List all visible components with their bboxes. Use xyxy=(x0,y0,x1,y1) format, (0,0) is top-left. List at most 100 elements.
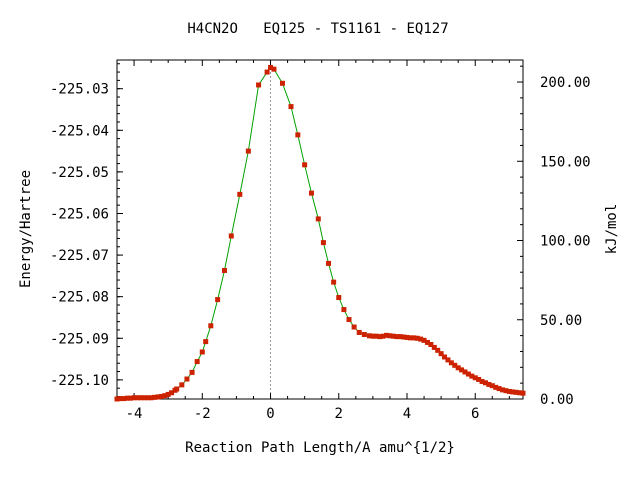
data-point xyxy=(486,381,492,387)
data-point xyxy=(482,380,488,386)
data-point xyxy=(194,359,200,365)
x-tick-label: 6 xyxy=(471,406,479,422)
data-point xyxy=(189,369,195,375)
data-point xyxy=(288,104,294,110)
data-point xyxy=(445,357,451,363)
data-point xyxy=(373,333,379,339)
data-point xyxy=(117,396,123,402)
data-point xyxy=(387,333,393,339)
data-point xyxy=(268,64,274,70)
data-point xyxy=(489,383,495,389)
data-point xyxy=(397,334,403,340)
data-point xyxy=(162,393,168,399)
data-point xyxy=(264,69,270,75)
data-point xyxy=(442,354,448,360)
data-point xyxy=(418,336,424,342)
x-tick-label: 2 xyxy=(335,406,343,422)
data-point xyxy=(469,373,475,379)
data-point xyxy=(341,307,347,313)
data-point xyxy=(520,390,526,396)
y-tick-label: -225.10 xyxy=(50,373,109,389)
y-tick-label: -225.05 xyxy=(50,165,109,181)
data-point xyxy=(245,148,251,154)
data-point xyxy=(228,233,234,239)
y2-tick-label: 50.00 xyxy=(540,313,582,329)
data-point xyxy=(184,376,190,382)
x-tick-label: -2 xyxy=(194,406,211,422)
data-point xyxy=(138,395,144,401)
data-point xyxy=(404,334,410,340)
data-point xyxy=(174,386,180,392)
y-axis-ticks: -225.03 -225.04 -225.05 -225.06 -225.07 -225.… xyxy=(50,63,123,398)
data-point xyxy=(366,333,372,339)
data-point xyxy=(493,384,499,390)
data-point xyxy=(428,342,434,348)
data-point xyxy=(124,395,130,401)
data-point xyxy=(351,324,357,330)
data-point xyxy=(315,216,321,222)
data-point xyxy=(131,395,137,401)
data-point xyxy=(370,333,376,339)
data-point xyxy=(134,395,140,401)
data-point xyxy=(141,395,147,401)
data-point xyxy=(459,367,465,373)
data-point xyxy=(152,394,158,400)
data-point xyxy=(169,390,175,396)
data-point xyxy=(221,267,227,273)
energy-curve xyxy=(116,66,524,400)
data-point xyxy=(256,82,262,88)
data-point xyxy=(401,334,407,340)
plot-frame xyxy=(116,59,524,400)
x-axis-ticks: -4 -2 0 2 4 6 xyxy=(116,60,510,422)
data-point xyxy=(377,334,383,340)
data-point xyxy=(114,396,120,402)
y2-tick-label: 150.00 xyxy=(540,154,591,170)
data-point xyxy=(165,391,171,397)
data-point xyxy=(356,329,362,335)
data-point xyxy=(148,395,154,401)
data-point xyxy=(503,388,509,394)
data-point xyxy=(435,347,441,353)
data-point xyxy=(128,395,134,401)
data-markers xyxy=(114,64,526,402)
data-point xyxy=(390,333,396,339)
y2-axis-ticks: 0.00 50.00 100.00 150.00 200.00 xyxy=(517,65,591,408)
data-point xyxy=(155,394,161,400)
data-point xyxy=(215,297,221,303)
y-tick-label: -225.09 xyxy=(50,331,109,347)
data-point xyxy=(479,379,485,385)
data-point xyxy=(462,369,468,375)
data-point xyxy=(145,395,151,401)
data-point xyxy=(411,335,417,341)
y2-axis-label: kJ/mol xyxy=(604,204,620,255)
data-point xyxy=(506,389,512,395)
data-point xyxy=(203,339,209,345)
data-point xyxy=(308,190,314,196)
data-point xyxy=(121,396,127,402)
data-point xyxy=(361,332,367,338)
x-axis-label: Reaction Path Length/A amu^{1/2} xyxy=(185,440,455,456)
data-point xyxy=(336,295,342,301)
data-point xyxy=(448,360,454,366)
data-point xyxy=(320,240,326,246)
data-point xyxy=(158,394,164,399)
data-point xyxy=(208,323,214,329)
y-tick-label: -225.03 xyxy=(50,82,109,98)
data-point xyxy=(326,260,332,266)
data-point xyxy=(452,362,458,368)
x-tick-label: 4 xyxy=(403,406,411,422)
y-tick-label: -225.07 xyxy=(50,248,109,264)
data-point xyxy=(271,66,277,72)
data-point xyxy=(513,389,519,395)
data-point xyxy=(279,80,285,86)
data-point xyxy=(331,279,337,285)
data-point xyxy=(380,333,386,339)
data-point xyxy=(199,349,205,355)
data-point xyxy=(384,332,390,338)
data-point xyxy=(496,386,502,392)
data-point xyxy=(472,375,478,381)
data-point xyxy=(414,335,420,341)
data-point xyxy=(476,376,482,382)
data-point xyxy=(517,390,523,396)
